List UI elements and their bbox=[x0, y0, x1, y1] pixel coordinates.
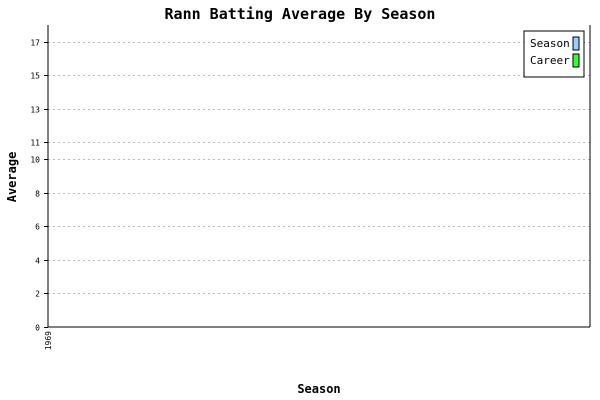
legend-label-career: Career bbox=[530, 54, 570, 67]
y-tick-label: 10 bbox=[30, 156, 40, 165]
x-tick-label: 1969 bbox=[44, 331, 53, 350]
y-tick-label: 13 bbox=[30, 106, 40, 115]
y-axis-title: Average bbox=[5, 152, 19, 203]
y-tick-label: 0 bbox=[35, 324, 40, 333]
x-axis-title: Season bbox=[297, 382, 340, 396]
y-tick-label: 4 bbox=[35, 257, 40, 266]
x-tick-labels: 1969 bbox=[44, 331, 53, 350]
legend-label-season: Season bbox=[530, 37, 570, 50]
grid-lines bbox=[48, 42, 590, 294]
y-tick-labels: 0 2 4 6 8 10 11 13 15 17 bbox=[30, 39, 48, 333]
y-tick-label: 8 bbox=[35, 190, 40, 199]
y-tick-label: 17 bbox=[30, 39, 40, 48]
y-tick-label: 6 bbox=[35, 223, 40, 232]
chart-title: Rann Batting Average By Season bbox=[165, 5, 436, 23]
legend-swatch-season bbox=[572, 36, 580, 51]
legend: Season Career bbox=[523, 30, 585, 78]
y-tick-label: 11 bbox=[30, 139, 40, 148]
legend-swatch-career bbox=[572, 53, 580, 68]
y-tick-label: 15 bbox=[30, 72, 40, 81]
y-tick-label: 2 bbox=[35, 290, 40, 299]
